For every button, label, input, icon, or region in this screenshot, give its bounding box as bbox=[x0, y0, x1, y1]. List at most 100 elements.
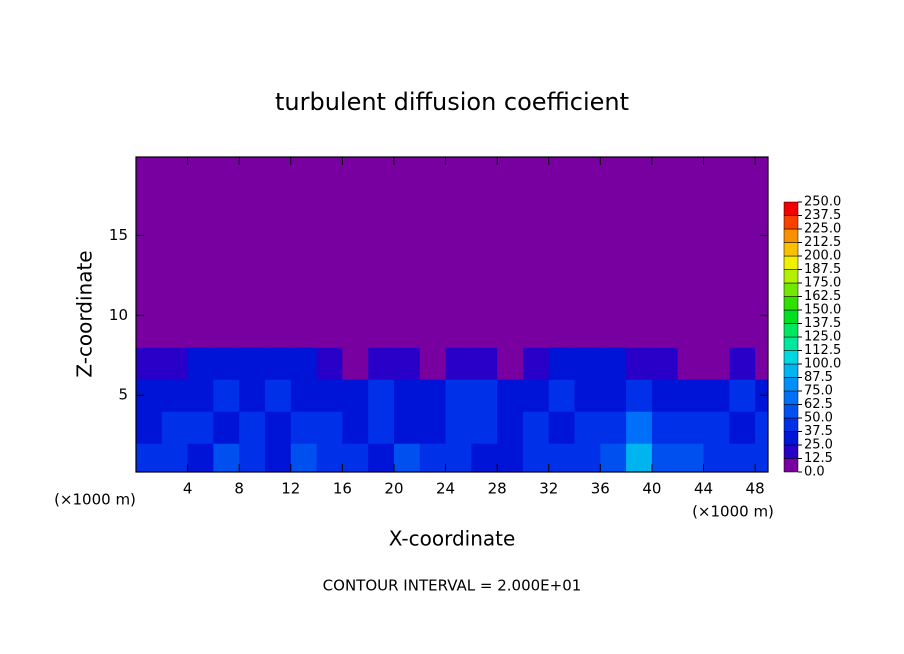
cell bbox=[368, 219, 395, 252]
cell bbox=[213, 443, 240, 472]
colorbar-label: 225.0 bbox=[804, 222, 841, 237]
cell bbox=[290, 283, 318, 316]
cell bbox=[368, 315, 395, 348]
cell bbox=[368, 443, 395, 472]
cell bbox=[136, 315, 163, 348]
colorbar-bin bbox=[783, 458, 799, 473]
cell bbox=[651, 347, 679, 380]
cell bbox=[342, 157, 369, 188]
cell bbox=[626, 347, 653, 380]
cell bbox=[471, 443, 498, 472]
cell bbox=[264, 187, 292, 220]
colorbar-label: 250.0 bbox=[804, 195, 841, 210]
cell bbox=[445, 283, 472, 316]
cell bbox=[161, 251, 189, 284]
cell bbox=[136, 283, 163, 316]
cell bbox=[729, 347, 756, 380]
cell bbox=[161, 283, 189, 316]
cell bbox=[677, 187, 705, 220]
colorbar-bin bbox=[783, 242, 799, 257]
cell bbox=[600, 219, 627, 252]
cell bbox=[187, 315, 214, 348]
cell bbox=[239, 157, 266, 188]
cell bbox=[419, 347, 447, 380]
y-tick-label: 5 bbox=[118, 386, 128, 404]
cell bbox=[677, 379, 705, 412]
cell bbox=[651, 411, 679, 444]
cell bbox=[445, 379, 472, 412]
cell bbox=[342, 411, 369, 444]
footer: CONTOUR INTERVAL = 2.000E+01 bbox=[323, 577, 582, 595]
cell bbox=[703, 251, 730, 284]
colorbar-bin bbox=[783, 417, 799, 432]
cell bbox=[393, 379, 421, 412]
cell bbox=[703, 187, 730, 220]
cell bbox=[574, 157, 601, 188]
cell bbox=[651, 251, 679, 284]
cell bbox=[393, 443, 421, 472]
cell bbox=[264, 443, 292, 472]
cell bbox=[497, 157, 524, 188]
cell bbox=[574, 315, 601, 348]
cell bbox=[626, 411, 653, 444]
colorbar-bin bbox=[783, 296, 799, 311]
cell bbox=[239, 379, 266, 412]
cell bbox=[574, 283, 601, 316]
cell bbox=[522, 283, 550, 316]
cell bbox=[729, 443, 756, 472]
cell bbox=[677, 443, 705, 472]
cell bbox=[393, 411, 421, 444]
cell bbox=[161, 219, 189, 252]
cell bbox=[755, 251, 768, 284]
x-tick-label: 16 bbox=[333, 480, 352, 498]
cell bbox=[264, 347, 292, 380]
cell bbox=[574, 347, 601, 380]
cell bbox=[187, 411, 214, 444]
cell bbox=[213, 283, 240, 316]
cell bbox=[522, 315, 550, 348]
cell bbox=[445, 411, 472, 444]
cell bbox=[161, 347, 189, 380]
colorbar-label: 162.5 bbox=[804, 289, 841, 304]
x-tick-label: 40 bbox=[642, 480, 661, 498]
cell bbox=[522, 219, 550, 252]
cell bbox=[368, 157, 395, 188]
cell bbox=[393, 347, 421, 380]
cell bbox=[187, 283, 214, 316]
cell bbox=[548, 443, 576, 472]
colorbar-label: 0.0 bbox=[804, 465, 825, 480]
cell bbox=[497, 379, 524, 412]
cell bbox=[548, 283, 576, 316]
cell bbox=[290, 187, 318, 220]
cell bbox=[161, 411, 189, 444]
cell bbox=[522, 347, 550, 380]
plot-frame bbox=[135, 156, 769, 473]
cell bbox=[522, 251, 550, 284]
colorbar-bin bbox=[783, 404, 799, 419]
cell bbox=[445, 157, 472, 188]
y-tick-label: 15 bbox=[109, 226, 128, 244]
cell bbox=[445, 251, 472, 284]
cell bbox=[626, 443, 653, 472]
colorbar-label: 125.0 bbox=[804, 330, 841, 345]
cell bbox=[213, 379, 240, 412]
cell bbox=[187, 157, 214, 188]
x-tick-label: 32 bbox=[539, 480, 558, 498]
cell bbox=[626, 379, 653, 412]
cell bbox=[316, 187, 343, 220]
cell bbox=[290, 379, 318, 412]
cell bbox=[445, 443, 472, 472]
cell bbox=[651, 157, 679, 188]
cell bbox=[187, 347, 214, 380]
cell bbox=[626, 283, 653, 316]
cell bbox=[626, 219, 653, 252]
cell bbox=[600, 157, 627, 188]
cell bbox=[497, 283, 524, 316]
cell bbox=[239, 187, 266, 220]
colorbar-label: 200.0 bbox=[804, 249, 841, 264]
cell bbox=[600, 251, 627, 284]
cell bbox=[548, 347, 576, 380]
cell bbox=[471, 379, 498, 412]
colorbar-bin bbox=[783, 350, 799, 365]
y-unit: (×1000 m) bbox=[54, 491, 136, 509]
